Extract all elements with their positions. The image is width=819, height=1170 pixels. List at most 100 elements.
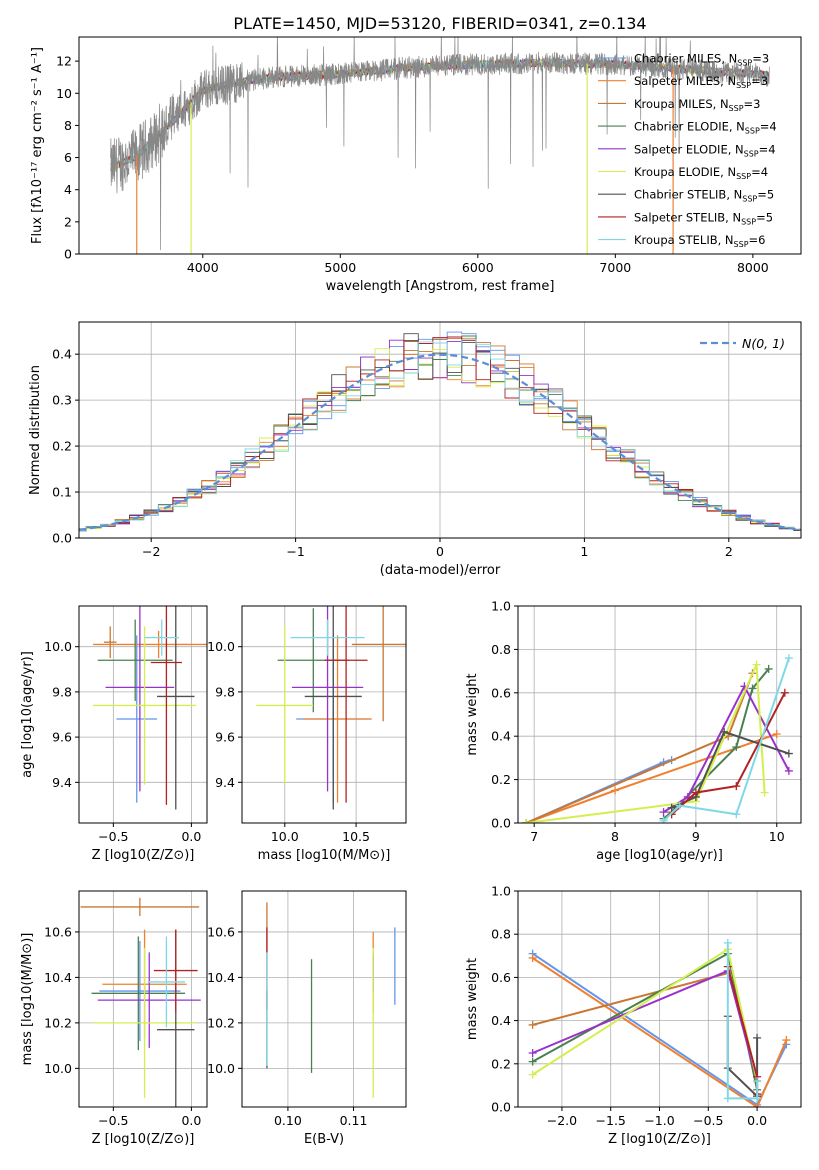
plot-area-z_weight: [528, 938, 791, 1107]
weight-marker: [784, 654, 793, 663]
axes-frame: [78, 890, 208, 1108]
panel-z_age: −0.5 0.0 9.4 9.6 9.8 10.0 Z [log10(Z/Z⊙)] age […: [20, 605, 208, 863]
y-tick-label: 10.6: [207, 924, 235, 939]
histogram-series: [79, 348, 801, 531]
panel-ebv_mass: 0.10 0.11 10.0 10.2 10.4 10.6 E(B-V): [207, 890, 407, 1147]
weight-marker: [753, 1033, 762, 1042]
legend-label: Kroupa ELODIE, NSSP=4: [634, 165, 768, 181]
y-tick-label: 1.0: [491, 884, 511, 899]
y-tick-label: 6: [64, 150, 72, 165]
x-tick-label: 0.0: [181, 829, 201, 844]
y-tick-label: 12: [56, 54, 72, 69]
weight-marker: [753, 1077, 762, 1086]
legend-label: Chabrier ELODIE, NSSP=4: [634, 120, 777, 136]
weight-marker: [760, 788, 769, 797]
legend-label-main: Salpeter ELODIE, N: [634, 142, 744, 156]
errorbars: [266, 902, 396, 1098]
y-axis-label: Flux [fλ10⁻¹⁷ erg cm⁻² s⁻¹ A⁻¹]: [30, 47, 45, 244]
y-tick-label: 2: [64, 214, 72, 229]
legend-label-value: =6: [749, 233, 766, 247]
errorbars: [256, 606, 406, 810]
legend-label-sub: SSP: [745, 127, 760, 136]
x-tick-label: 7000: [599, 260, 631, 275]
legend-label: Kroupa STELIB, NSSP=6: [634, 233, 765, 249]
y-axis-label: Normed distribution: [28, 365, 43, 495]
weight-marker: [784, 749, 793, 758]
legend-label-value: =5: [756, 210, 773, 224]
y-tick-label: 10.4: [207, 970, 235, 985]
panel-z_weight: −2.0 −1.5 −1.0 −0.5 0.0 0.0 0.2 0.4 0.6 0.8 1.0 Z […: [465, 884, 802, 1147]
y-tick-label: 10.0: [207, 639, 235, 654]
y-tick-label: 10.2: [207, 1015, 235, 1030]
residual-legend: N(0, 1): [700, 336, 785, 351]
weight-series: [528, 938, 791, 1107]
weight-marker: [691, 788, 700, 797]
legend-label-sub: SSP: [734, 240, 749, 249]
x-tick-label: −2: [142, 544, 160, 559]
y-tick-label: 0.2: [52, 439, 72, 454]
axes-frame: [78, 605, 208, 824]
weight-marker: [723, 1094, 732, 1103]
y-tick-label: 10.4: [44, 970, 72, 985]
legend-label-value: =5: [757, 188, 774, 202]
x-tick-label: 5000: [324, 260, 356, 275]
y-tick-label: 0.4: [52, 347, 72, 362]
panel-spectrum: 4000 5000 6000 7000 8000 0 2 4 6 8 10 12 wavelength …: [30, 36, 802, 294]
plot-area-z_mass: [80, 897, 201, 1107]
legend-label-sub: SSP: [742, 195, 757, 204]
weight-line: [662, 684, 790, 813]
y-tick-label: 10.6: [44, 924, 72, 939]
y-tick-label: 0.8: [491, 642, 511, 657]
y-tick-label: 0.1: [52, 485, 72, 500]
x-axis-label: age [log10(age/yr)]: [596, 848, 723, 863]
legend-label: Salpeter MILES, NSSP=3: [634, 74, 768, 90]
y-axis-label: mass [log10(M/M⊙)]: [20, 933, 35, 1066]
y-tick-label: 9.4: [52, 775, 72, 790]
y-tick-label: 0.8: [491, 927, 511, 942]
x-tick-label: 7: [530, 829, 538, 844]
legend-label: N(0, 1): [742, 336, 785, 351]
weight-marker: [528, 1057, 537, 1066]
x-axis-label: E(B-V): [304, 1132, 344, 1147]
weight-line: [662, 657, 790, 822]
legend-label-main: Chabrier MILES, N: [634, 52, 737, 66]
y-tick-label: 0.6: [491, 970, 511, 985]
legend-label-main: Kroupa ELODIE, N: [634, 165, 736, 179]
x-tick-label: 4000: [187, 260, 219, 275]
y-tick-label: 0.2: [491, 772, 511, 787]
x-axis-label: mass [log10(M/M⊙)]: [258, 848, 391, 863]
legend-label-value: =3: [751, 74, 768, 88]
x-tick-label: 1: [580, 544, 588, 559]
weight-marker: [528, 1020, 537, 1029]
weight-line: [525, 664, 766, 823]
y-tick-label: 0: [64, 247, 72, 262]
legend-label-sub: SSP: [736, 172, 751, 181]
plot-area-mass_age: [256, 606, 406, 810]
observed-spectrum-line: [110, 37, 770, 251]
plot-panels: 4000 5000 6000 7000 8000024681012wavelength …: [20, 36, 802, 1147]
legend-label-main: Salpeter STELIB, N: [634, 210, 741, 224]
legend-label-value: =3: [744, 97, 761, 111]
y-tick-label: 9.8: [52, 684, 72, 699]
weight-marker: [528, 1070, 537, 1079]
weight-marker: [748, 684, 757, 693]
x-tick-label: 0.0: [747, 1113, 767, 1128]
legend-label-value: =4: [760, 120, 777, 134]
spectrum-lines: [110, 37, 770, 254]
x-tick-label: −1: [286, 544, 304, 559]
y-tick-label: 0.0: [491, 1100, 511, 1115]
weight-marker: [723, 938, 732, 947]
panel-residuals: −2 −1 0 1 2 0.0 0.1 0.2 0.3 0.4 (data-model)/error…: [28, 321, 802, 578]
weight-marker: [732, 782, 741, 791]
histogram-series: [79, 339, 801, 532]
weight-line: [726, 966, 759, 1094]
weight-marker: [675, 801, 684, 810]
x-tick-label: 6000: [462, 260, 494, 275]
y-tick-label: 10.2: [44, 1015, 72, 1030]
axes-frame: [78, 321, 802, 539]
y-tick-label: 1.0: [491, 599, 511, 614]
x-tick-label: 0.11: [340, 1113, 368, 1128]
x-tick-label: 9: [692, 829, 700, 844]
figure-title: PLATE=1450, MJD=53120, FIBERID=0341, z=0…: [233, 14, 646, 33]
panel-mass_age: 10.0 10.5 9.4 9.6 9.8 10.0 mass [log10(M/M⊙)]: [207, 605, 407, 863]
